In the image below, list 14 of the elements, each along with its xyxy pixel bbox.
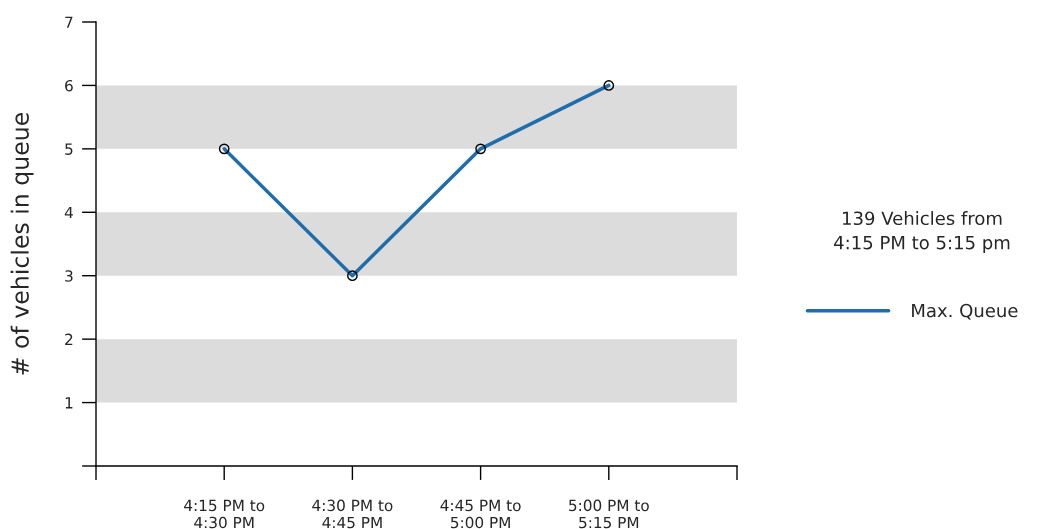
legend-label: Max. Queue: [912, 303, 1018, 320]
y-tick-label: 4: [64, 206, 73, 219]
y-tick-label: 2: [65, 333, 73, 345]
x-tick-label: 4:30 PM to 4:45 PM: [312, 499, 393, 529]
y-axis-title: # of vehicles in queue: [10, 113, 34, 375]
y-tick-label: 6: [65, 79, 73, 92]
x-tick-label: 5:00 PM to 5:15 PM: [569, 499, 649, 529]
x-tick-label: 4:15 PM to 4:30 PM: [184, 499, 265, 529]
y-tick-label: 7: [65, 16, 73, 28]
y-tick-label: 1: [65, 397, 73, 409]
y-tick-label: 5: [65, 143, 73, 155]
y-tick-label: 3: [65, 270, 73, 282]
x-tick-label: 4:45 PM to 5:00 PM: [440, 499, 521, 529]
text: 139 Vehicles from 4:15 PM to 5:15 pm: [834, 211, 1010, 253]
